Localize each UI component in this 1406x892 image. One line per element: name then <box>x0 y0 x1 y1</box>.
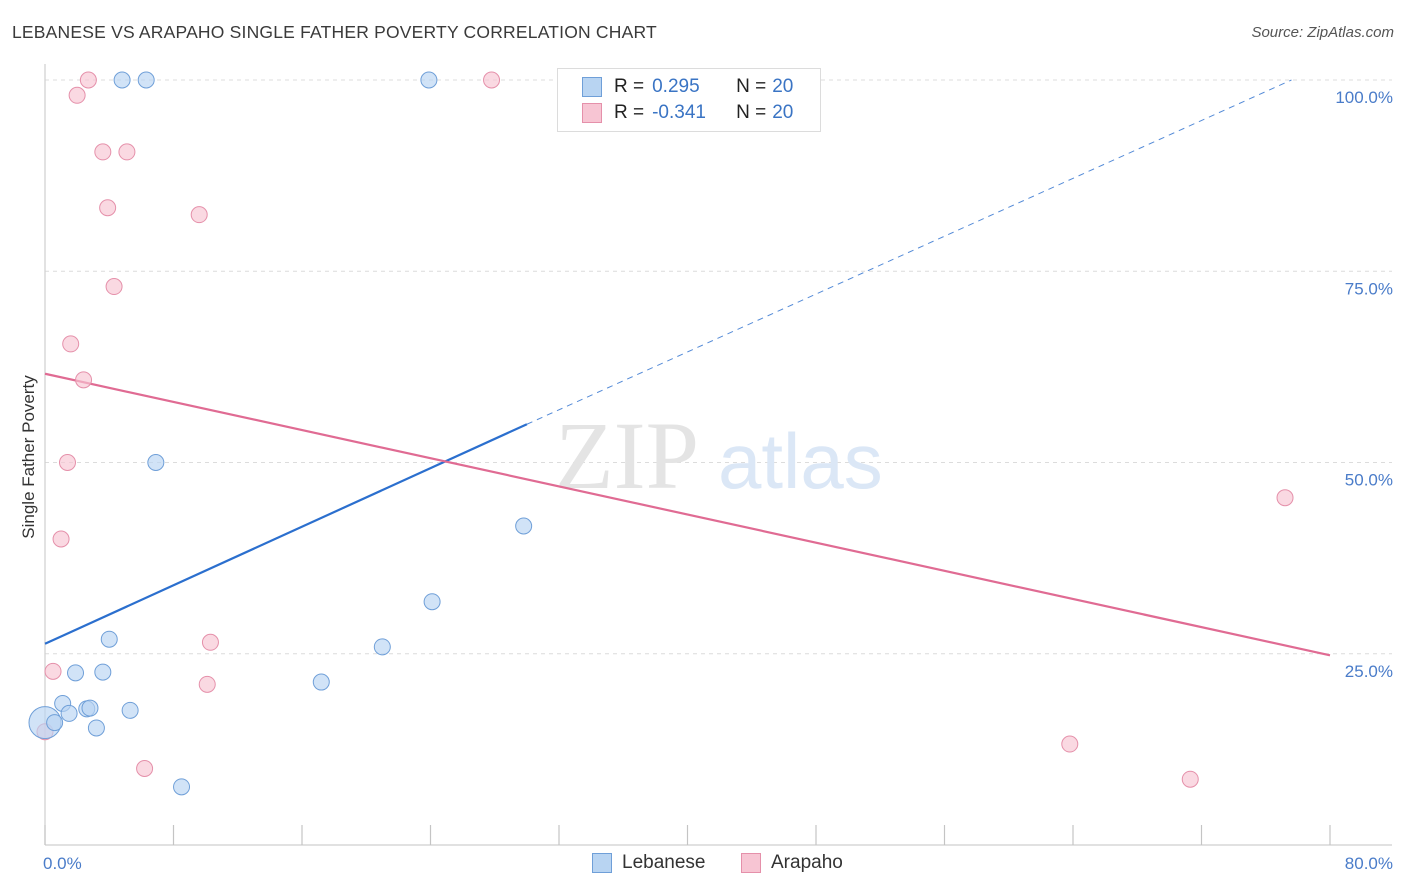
y-tick-label: 100.0% <box>1335 88 1393 107</box>
data-points <box>28 71 1294 796</box>
legend-r-value: -0.341 <box>652 102 706 123</box>
lebanese-point <box>94 663 112 681</box>
axes <box>44 64 1392 846</box>
x-tick-labels: 0.0% 80.0% <box>43 854 1393 873</box>
trend-lines <box>44 79 1331 657</box>
arapaho-point <box>201 633 219 651</box>
y-tick-label: 50.0% <box>1345 471 1393 490</box>
lebanese-point <box>81 699 99 717</box>
arapaho-point <box>58 454 76 471</box>
lebanese-legend-swatch <box>592 853 612 873</box>
grid-lines <box>45 79 1392 655</box>
lebanese-point <box>423 593 441 611</box>
arapaho-point <box>44 662 62 680</box>
arapaho-point <box>105 278 123 296</box>
bottom-legend-arapaho: Arapaho <box>741 852 843 874</box>
bottom-legend-lebanese: Lebanese <box>592 852 705 874</box>
lebanese-point <box>87 719 105 737</box>
arapaho-point <box>1276 489 1294 507</box>
lebanese-point <box>420 71 438 89</box>
lebanese-point <box>147 454 165 471</box>
legend-n-label: N = <box>736 76 767 97</box>
legend-row-lebanese: R = 0.295 N = 20 <box>582 75 793 99</box>
lebanese-point <box>67 664 85 682</box>
watermark-atlas: atlas <box>718 417 883 505</box>
arapaho-point <box>52 530 70 548</box>
lebanese-point <box>113 71 131 89</box>
arapaho-point <box>136 760 154 777</box>
lebanese-point <box>60 704 78 722</box>
legend-r-value: 0.295 <box>652 76 700 97</box>
legend-n-label: N = <box>736 102 767 123</box>
arapaho-swatch <box>582 103 602 123</box>
legend-row-arapaho: R = -0.341 N = 20 <box>582 101 793 125</box>
lebanese-legend-label: Lebanese <box>622 852 706 873</box>
legend-r-label: R = <box>614 102 645 123</box>
watermark-zip: ZIP <box>555 402 699 509</box>
arapaho-point <box>1061 735 1079 753</box>
lebanese-point <box>121 701 139 719</box>
arapaho-point <box>198 675 216 693</box>
arapaho-point <box>75 371 93 389</box>
arapaho-trend-line <box>44 372 1331 657</box>
arapaho-legend-label: Arapaho <box>771 852 843 873</box>
x-tick-label: 0.0% <box>43 854 82 873</box>
arapaho-point <box>483 71 501 89</box>
lebanese-point <box>515 517 533 535</box>
arapaho-point <box>94 143 112 161</box>
lebanese-point <box>46 714 64 732</box>
y-tick-label: 25.0% <box>1345 662 1393 681</box>
arapaho-point <box>79 71 97 89</box>
lebanese-point <box>373 638 391 656</box>
y-tick-labels: 25.0% 50.0% 75.0% 100.0% <box>1335 88 1393 681</box>
correlation-legend: R = 0.295 N = 20 R = -0.341 N = 20 <box>557 68 821 132</box>
legend-n-value: 20 <box>772 102 794 123</box>
arapaho-point <box>68 86 86 104</box>
arapaho-point <box>1181 770 1199 788</box>
lebanese-trend-line <box>44 423 528 645</box>
source-label: Source: ZipAtlas.com <box>1251 24 1394 41</box>
lebanese-point <box>312 673 330 691</box>
lebanese-point <box>137 71 155 89</box>
lebanese-point <box>173 778 191 796</box>
arapaho-point <box>99 199 117 217</box>
arapaho-point <box>118 143 136 161</box>
y-tick-label: 75.0% <box>1345 279 1393 298</box>
lebanese-swatch <box>582 77 602 97</box>
lebanese-point <box>100 630 118 648</box>
x-tick-label: 80.0% <box>1345 854 1393 873</box>
arapaho-point <box>62 335 80 353</box>
y-axis-label: Single Father Poverty <box>19 375 38 539</box>
lebanese-trend-extension <box>526 79 1292 425</box>
watermark: ZIP atlas <box>555 402 883 509</box>
legend-r-label: R = <box>614 76 645 97</box>
arapaho-point <box>190 206 208 224</box>
arapaho-legend-swatch <box>741 853 761 873</box>
chart-title: LEBANESE VS ARAPAHO SINGLE FATHER POVERT… <box>12 22 657 42</box>
legend-n-value: 20 <box>772 76 794 97</box>
